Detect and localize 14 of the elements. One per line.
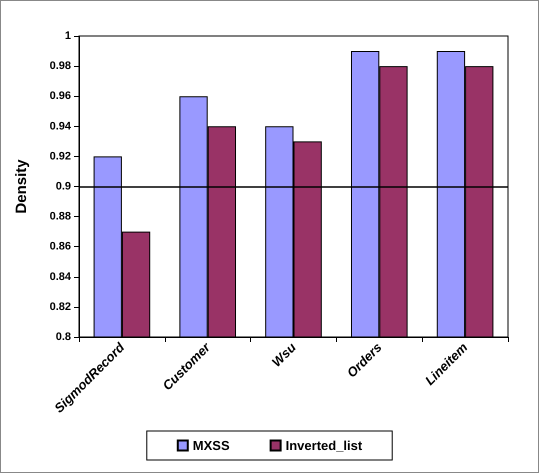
y-tick-label: 0.86 xyxy=(50,240,71,253)
y-tick-label: 0.8 xyxy=(56,331,71,343)
y-tick-label: 0.92 xyxy=(50,150,71,162)
y-axis-title: Density xyxy=(13,158,30,214)
legend-label: MXSS xyxy=(192,438,230,453)
y-tick-label: 0.9 xyxy=(56,180,71,192)
y-tick-label: 0.96 xyxy=(50,90,71,102)
y-tick-label: 0.94 xyxy=(50,120,72,132)
y-tick-label: 0.88 xyxy=(50,210,71,223)
y-tick-label: 1 xyxy=(64,30,71,42)
y-tick-label: 0.82 xyxy=(50,300,71,313)
legend-label: Inverted_list xyxy=(286,438,363,453)
y-tick-label: 0.84 xyxy=(50,270,72,283)
y-tick-label: 0.98 xyxy=(50,60,71,72)
